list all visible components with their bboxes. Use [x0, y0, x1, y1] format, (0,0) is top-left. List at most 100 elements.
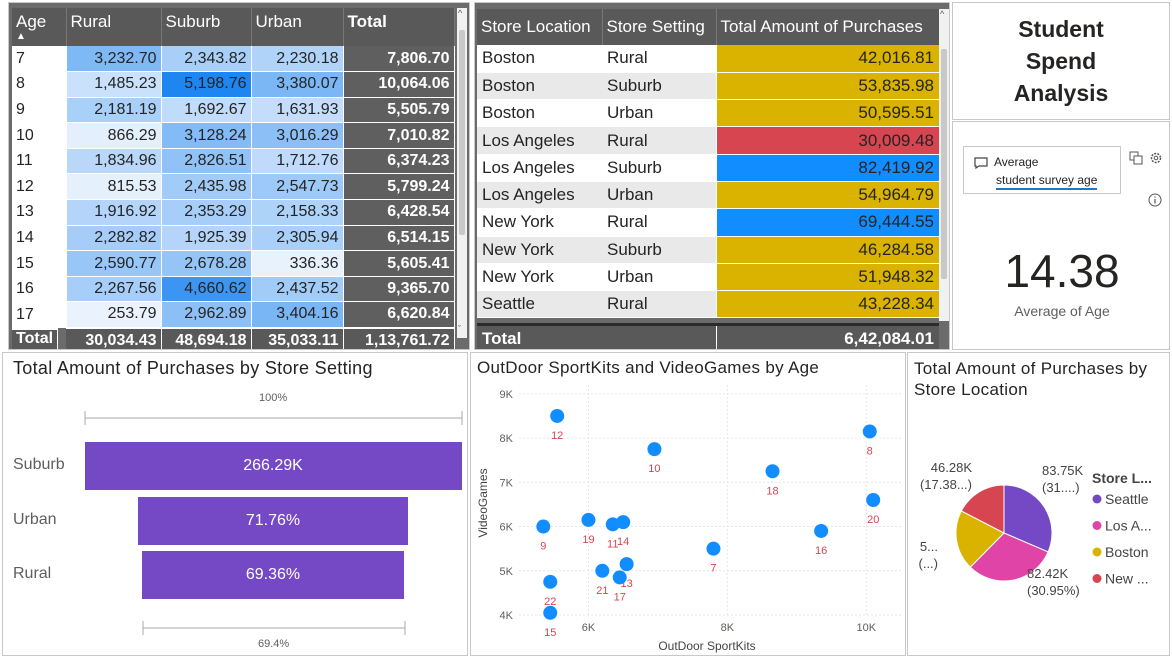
pie-legend-marker[interactable] — [1092, 574, 1102, 583]
scatter-point[interactable] — [862, 424, 877, 439]
matrix-cell-rural: 253.79 — [66, 301, 162, 329]
sort-ascending-icon[interactable]: ▲ — [16, 31, 26, 42]
pie-slice-1[interactable] — [969, 532, 1049, 582]
scatter-point-label: 10 — [648, 463, 660, 475]
scatter-xtick-label: 8K — [721, 622, 735, 634]
store-row[interactable]: Los Angeles Rural 30,009.48 — [477, 126, 939, 155]
store-header-amount[interactable]: Total Amount of Purchases — [716, 9, 940, 45]
scroll-down-icon[interactable]: ˇ — [458, 324, 461, 334]
pie-legend-marker[interactable] — [1092, 547, 1102, 557]
scatter-point[interactable] — [616, 515, 631, 530]
pie-legend-marker[interactable] — [1092, 521, 1102, 530]
store-row[interactable]: Boston Rural 42,016.81 — [477, 45, 939, 73]
pie-legend-label[interactable]: Seattle — [1105, 491, 1149, 507]
qa-link[interactable]: student survey age — [996, 173, 1098, 190]
scatter-point[interactable] — [543, 605, 558, 620]
matrix-row[interactable]: 15 2,590.77 2,678.28 336.36 5,605.41 — [12, 250, 455, 277]
matrix-cell-age: 9 — [12, 97, 67, 124]
pie-slice-0[interactable] — [1003, 484, 1053, 553]
scatter-point[interactable] — [814, 523, 829, 538]
store-cell-setting: Urban — [602, 99, 716, 128]
matrix-cell-suburb: 2,435.98 — [161, 173, 252, 201]
scatter-point[interactable] — [706, 541, 721, 556]
qa-question-box[interactable]: Average student survey age — [963, 146, 1121, 194]
matrix-scrollbar[interactable]: ^ ˇ — [457, 8, 467, 338]
scroll-up-icon[interactable]: ^ — [458, 8, 463, 18]
matrix-row[interactable]: 10 866.29 3,128.24 3,016.29 7,010.82 — [12, 122, 455, 149]
matrix-row[interactable]: 12 815.53 2,435.98 2,547.73 5,799.24 — [12, 173, 455, 201]
funnel-bottom-label: 69.4% — [258, 638, 290, 650]
matrix-scrollbar-thumb[interactable] — [459, 30, 465, 235]
scatter-point[interactable] — [536, 519, 551, 534]
store-cell-setting: Urban — [602, 181, 716, 210]
store-cell-amount: 69,444.55 — [715, 208, 939, 237]
scatter-point[interactable] — [605, 517, 620, 532]
matrix-cell-age: 14 — [12, 225, 67, 252]
scatter-point[interactable] — [595, 563, 610, 578]
funnel-bar-suburb[interactable]: 266.29K — [84, 442, 462, 490]
store-header-row: Store Location Store Setting Total Amoun… — [477, 9, 940, 45]
scatter-point[interactable] — [866, 493, 881, 507]
matrix-total-urban: 35,033.11 — [251, 326, 344, 349]
scatter-point[interactable] — [612, 570, 627, 585]
matrix-header-rural[interactable]: Rural — [66, 8, 162, 46]
pie-legend-marker[interactable] — [1092, 494, 1102, 504]
matrix-cell-age: 7 — [12, 46, 67, 73]
scroll-up-icon[interactable]: ^ — [940, 9, 945, 19]
scatter-point[interactable] — [765, 464, 780, 479]
scatter-plot-area: 4K 5K 6K 7K 8K 9K 6K 8K 10K OutDoor SportKits Vide… — [476, 385, 901, 653]
matrix-row[interactable]: 17 253.79 2,962.89 3,404.16 6,620.84 — [12, 301, 455, 329]
matrix-row[interactable]: 13 1,916.92 2,353.29 2,158.33 6,428.54 — [12, 199, 455, 226]
matrix-row[interactable]: 8 1,485.23 5,198.76 3,380.07 10,064.06 — [12, 71, 455, 98]
pie-legend-title: Store L... — [1092, 470, 1152, 486]
pie-legend-label[interactable]: New ... — [1105, 571, 1149, 587]
scatter-point-label: 7 — [710, 563, 716, 575]
store-row[interactable]: Boston Urban 50,595.51 — [477, 99, 939, 128]
store-row[interactable]: Los Angeles Urban 54,964.79 — [477, 181, 939, 210]
store-row[interactable]: New York Urban 51,948.32 — [477, 263, 939, 292]
scatter-ytick-label: 6K — [500, 522, 514, 534]
matrix-cell-rural: 2,590.77 — [66, 250, 162, 277]
store-scrollbar[interactable]: ^ — [939, 9, 949, 321]
store-row[interactable]: Boston Suburb 53,835.98 — [477, 72, 939, 101]
scatter-point[interactable] — [619, 557, 634, 572]
card-value: 14.38 — [1004, 245, 1120, 297]
copy-icon[interactable] — [1129, 151, 1143, 165]
gear-icon[interactable] — [1149, 151, 1163, 165]
matrix-row[interactable]: 11 1,834.96 2,826.51 1,712.76 6,374.23 — [12, 148, 455, 175]
matrix-cell-urban: 336.36 — [251, 250, 344, 277]
matrix-row[interactable]: 14 2,282.82 1,925.39 2,305.94 6,514.15 — [12, 225, 455, 252]
matrix-row[interactable]: 9 2,181.19 1,692.67 1,631.93 5,505.79 — [12, 97, 455, 124]
matrix-row[interactable]: 16 2,267.56 4,660.62 2,437.52 9,365.70 — [12, 276, 455, 303]
pie-slice-2[interactable] — [955, 510, 1005, 568]
pie-legend-label[interactable]: Los A... — [1105, 518, 1152, 534]
matrix-header-suburb[interactable]: Suburb — [161, 8, 252, 46]
matrix-header-total[interactable]: Total — [343, 8, 455, 46]
store-row[interactable]: New York Rural 69,444.55 — [477, 208, 939, 237]
matrix-header-label: Age — [16, 12, 47, 31]
title-line-3: Analysis — [1013, 80, 1109, 106]
scatter-point[interactable] — [581, 512, 596, 527]
funnel-bar-urban[interactable]: 71.76% — [137, 496, 409, 545]
store-header-location[interactable]: Store Location — [477, 9, 603, 45]
scatter-point[interactable] — [647, 442, 662, 457]
matrix-row[interactable]: 7 3,232.70 2,343.82 2,230.18 7,806.70 — [12, 46, 455, 73]
pie-slice-3[interactable] — [960, 484, 1005, 534]
funnel-bar-rural[interactable]: 69.36% — [142, 551, 404, 599]
store-row[interactable]: Los Angeles Suburb 82,419.92 — [477, 154, 939, 182]
store-scrollbar-thumb[interactable] — [941, 49, 947, 279]
matrix-header-urban[interactable]: Urban — [251, 8, 344, 46]
matrix-cell-total: 6,374.23 — [343, 148, 455, 175]
scatter-chart: OutDoor SportKits and VideoGames by Age … — [470, 352, 906, 656]
store-header-setting[interactable]: Store Setting — [602, 9, 717, 45]
scatter-point[interactable] — [543, 574, 558, 589]
scatter-point[interactable] — [550, 408, 565, 423]
matrix-cell-age: 11 — [12, 148, 67, 175]
pie-legend-label[interactable]: Boston — [1105, 544, 1149, 560]
store-cell-amount: 53,835.98 — [715, 72, 939, 101]
store-row[interactable]: Seattle Rural 43,228.34 — [477, 290, 939, 319]
store-row[interactable]: New York Suburb 46,284.58 — [477, 236, 939, 264]
info-icon[interactable] — [1148, 193, 1162, 207]
matrix-cell-suburb: 2,678.28 — [161, 250, 252, 277]
matrix-header-age[interactable]: Age ▲ — [12, 8, 67, 46]
